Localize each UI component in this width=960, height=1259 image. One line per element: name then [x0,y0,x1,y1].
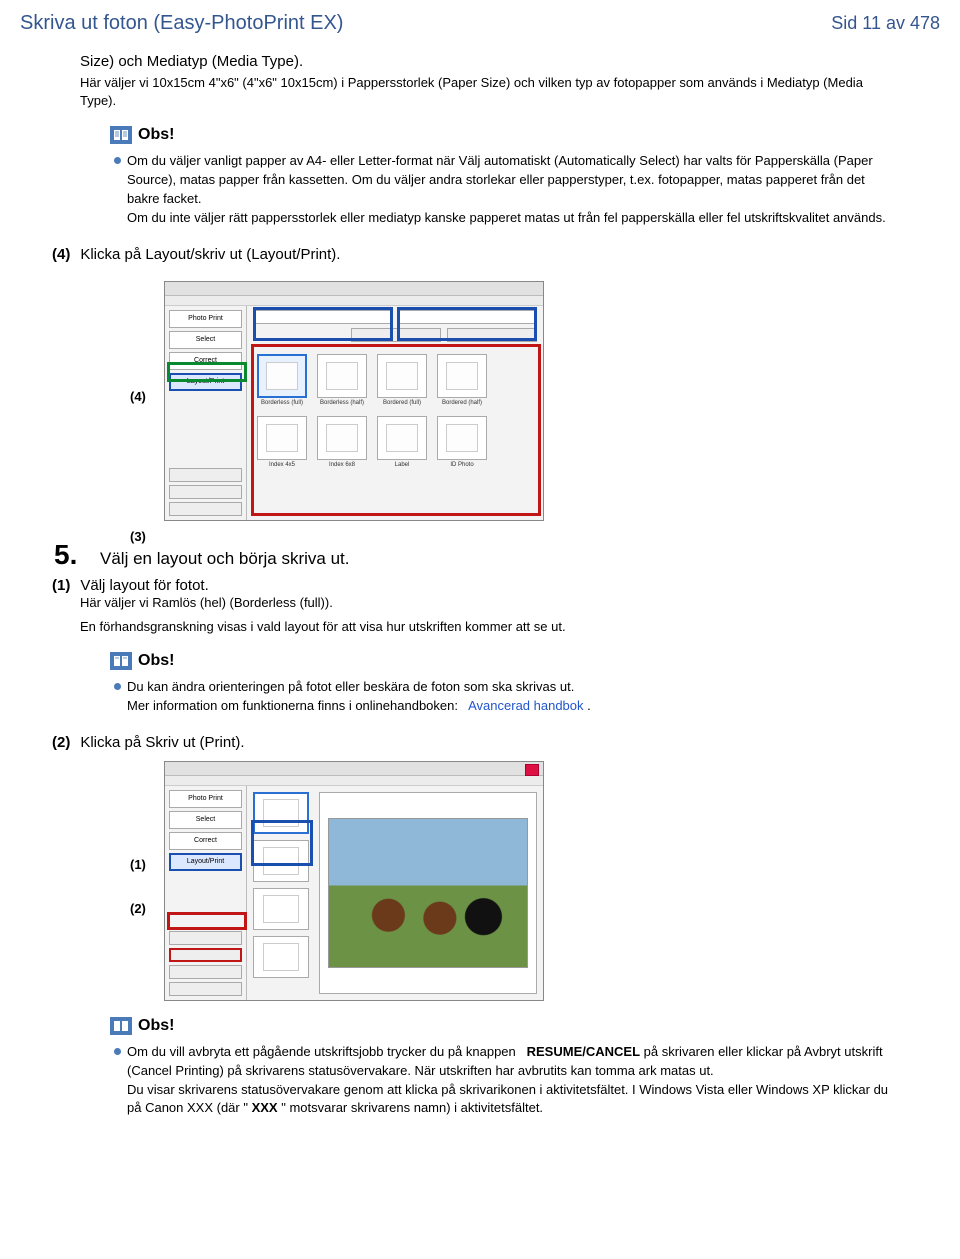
right-panel: Borderless (full) Borderless (half) Bord… [247,306,543,520]
bullet-icon [114,683,121,690]
option-button[interactable] [351,328,441,342]
left-step[interactable]: Select [169,811,242,829]
print-button[interactable] [169,948,242,962]
advanced-guide-link[interactable]: Avancerad handbok [468,698,583,713]
step-4-text: Klicka på Layout/skriv ut (Layout/Print)… [80,246,340,263]
step-5-2-text: Klicka på Skriv ut (Print). [80,734,244,751]
left-button[interactable] [169,965,242,979]
left-step-selected[interactable]: Layout/Print [169,373,242,391]
layout-thumb[interactable] [437,354,487,398]
intro-size-line: Size) och Mediatyp (Media Type). [80,53,900,70]
window-menubar [165,776,543,786]
layout-thumb[interactable] [253,792,309,834]
book-icon [110,1017,132,1035]
note-2-title: Obs! [138,652,174,670]
page-header: Skriva ut foton (Easy-PhotoPrint EX) Sid… [20,12,940,35]
figure-layout-dialog: (1) (2) (4) (3) Photo Print Select Corre… [120,281,900,521]
fig2-callout-2: (2) [130,901,146,916]
close-icon[interactable] [525,764,539,776]
book-icon [110,126,132,144]
left-step[interactable]: Correct [169,352,242,370]
section-5-num: 5. [54,539,90,571]
left-button[interactable] [169,485,242,499]
left-step-selected[interactable]: Layout/Print [169,853,242,871]
left-step[interactable]: Photo Print [169,790,242,808]
step-5-1-sub: Här väljer vi Ramlös (hel) (Borderless (… [80,594,900,612]
resume-cancel-label: RESUME/CANCEL [527,1044,640,1059]
note-1-title: Obs! [138,126,174,144]
fig1-callout-4: (4) [130,389,146,404]
step-5-1-text: Välj layout för fotot. [80,577,208,594]
option-button[interactable] [447,328,537,342]
note-3-text: Om du vill avbryta ett pågående utskrift… [127,1043,900,1118]
paper-type-select[interactable] [253,310,392,324]
layout-thumb[interactable] [377,416,427,460]
intro-desc: Här väljer vi 10x15cm 4"x6" (4"x6" 10x15… [80,74,900,110]
print-preview [319,792,537,994]
app-window-2: Photo Print Select Correct Layout/Print [164,761,544,1001]
left-button[interactable] [169,982,242,996]
content-body: Size) och Mediatyp (Media Type). Här väl… [20,53,940,521]
preview-photo [328,818,528,968]
left-step[interactable]: Select [169,331,242,349]
bullet-icon [114,1048,121,1055]
window-titlebar [165,762,543,776]
window-menubar [165,296,543,306]
page-number: Sid 11 av 478 [831,13,940,34]
bullet-icon [114,157,121,164]
book-icon [110,652,132,670]
left-button[interactable] [169,502,242,516]
layout-thumbs: Borderless (full) Borderless (half) Bord… [253,348,537,474]
page-title: Skriva ut foton (Easy-PhotoPrint EX) [20,12,343,35]
layout-thumb[interactable] [317,354,367,398]
note-2: Obs! Du kan ändra orienteringen på fotot… [110,652,900,716]
note-3: Obs! Om du vill avbryta ett pågående uts… [110,1017,900,1118]
window-titlebar [165,282,543,296]
note-3-title: Obs! [138,1017,174,1035]
figure-print-dialog: (1) (2) Photo Print Select Correct Layou… [120,761,900,1001]
layout-thumb[interactable] [253,840,309,882]
left-panel: Photo Print Select Correct Layout/Print [165,306,247,520]
layout-thumb[interactable] [437,416,487,460]
fig1-callout-3: (3) [130,529,146,544]
layout-thumb[interactable] [317,416,367,460]
paper-size-select[interactable] [398,310,537,324]
xxx-label: XXX [252,1100,278,1115]
step-5-2-num: (2) [52,734,70,751]
step-5-1-num: (1) [52,577,70,594]
app-window: Photo Print Select Correct Layout/Print [164,281,544,521]
note-1: Obs! Om du väljer vanligt papper av A4- … [110,126,900,227]
layout-thumb[interactable] [253,888,309,930]
step-4-num: (4) [52,246,70,263]
section-5-text: Välj en layout och börja skriva ut. [100,549,349,569]
note-2-text: Du kan ändra orienteringen på fotot elle… [127,678,900,716]
left-step[interactable]: Correct [169,832,242,850]
left-step[interactable]: Photo Print [169,310,242,328]
fig2-callout-1: (1) [130,857,146,872]
left-panel-2: Photo Print Select Correct Layout/Print [165,786,247,1000]
layout-thumb[interactable] [253,936,309,978]
step-5-1-sub2: En förhandsgranskning visas i vald layou… [80,618,900,636]
note-1-text: Om du väljer vanligt papper av A4- eller… [127,152,900,227]
thumb-column [253,792,313,994]
left-button[interactable] [169,468,242,482]
layout-thumb[interactable] [257,354,307,398]
layout-thumb[interactable] [377,354,427,398]
layout-thumb[interactable] [257,416,307,460]
left-button[interactable] [169,931,242,945]
